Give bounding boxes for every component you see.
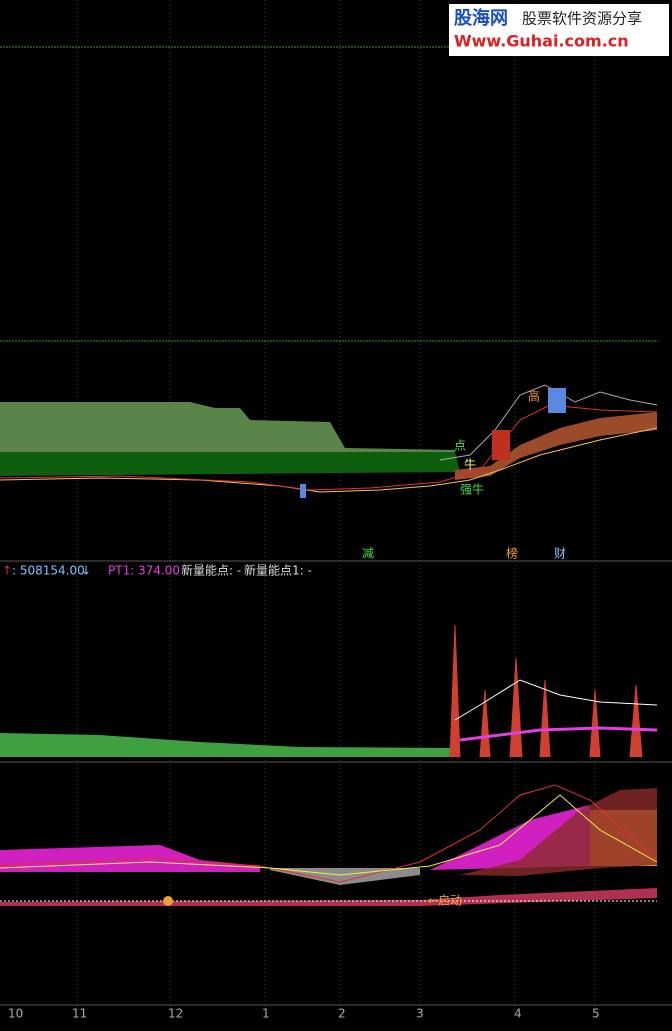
x-tick-label: 11 [72, 1007, 87, 1021]
watermark-brand: 股海网 [453, 7, 508, 29]
ma-line [0, 404, 658, 491]
volume-ma [459, 726, 658, 742]
x-tick-label: 4 [514, 1007, 522, 1021]
start-marker [163, 896, 173, 906]
start-label: ←启动 [428, 894, 462, 908]
watermark-slogan: 股票软件资源分享 [522, 10, 642, 28]
x-tick-label: 1 [262, 1007, 270, 1021]
watermark-url: Www.Guhai.com.cn [454, 32, 629, 51]
indicator-new-point: 新量能点: - [181, 563, 241, 578]
band-area [455, 412, 657, 480]
x-axis: 10 11 12 1 2 3 4 5 [8, 1007, 600, 1021]
x-tick-label: 3 [416, 1007, 424, 1021]
cloud-area [0, 452, 460, 476]
candle [492, 430, 510, 460]
price-line [439, 384, 658, 461]
signal-label: 减 [362, 547, 374, 561]
indicator-new-point1: 新量能点1: - [244, 563, 312, 578]
volume-area [0, 733, 455, 757]
ma-line [0, 427, 658, 493]
point-label: 点 [454, 439, 466, 453]
x-tick-label: 12 [168, 1007, 183, 1021]
x-tick-label: 5 [592, 1007, 600, 1021]
bull-label: 牛 [464, 457, 476, 472]
x-tick-label: 10 [8, 1007, 23, 1021]
watermark-box [449, 4, 669, 56]
signal-label: 财 [554, 547, 566, 561]
volume-ma [454, 679, 658, 721]
band-area [460, 788, 657, 876]
indicator-up: ↑ [2, 564, 12, 578]
indicator-down: ↓ [81, 564, 91, 578]
x-tick-label: 2 [338, 1007, 346, 1021]
strong-bull-label: 强牛 [460, 482, 484, 497]
indicator-pt1: PT1: 374.00 [108, 564, 180, 578]
indicator-value: : 508154.00 [12, 564, 85, 578]
signal-line [0, 794, 658, 876]
signal-label: 榜 [506, 546, 518, 561]
high-label: 高 [528, 389, 540, 404]
macd-line [0, 784, 658, 883]
volume-bars [449, 624, 643, 758]
candle [548, 388, 566, 413]
candle [300, 484, 306, 498]
